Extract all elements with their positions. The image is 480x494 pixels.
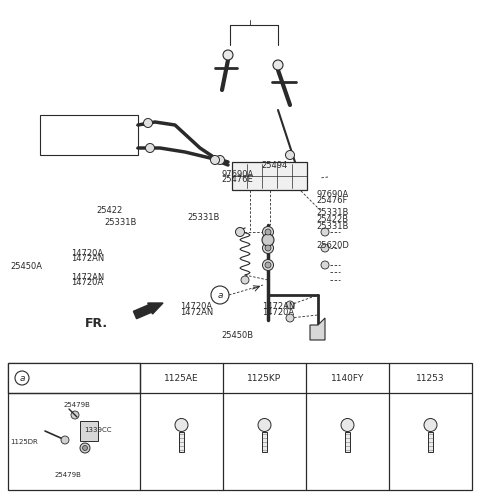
Text: 14720A: 14720A bbox=[71, 278, 103, 287]
Circle shape bbox=[262, 234, 274, 246]
Circle shape bbox=[71, 411, 79, 419]
Bar bbox=[8, 363, 472, 490]
FancyArrow shape bbox=[133, 303, 163, 319]
Circle shape bbox=[263, 243, 274, 253]
Text: 1472AN: 1472AN bbox=[71, 254, 104, 263]
Circle shape bbox=[273, 60, 283, 70]
Circle shape bbox=[211, 156, 219, 165]
Text: 1472AN: 1472AN bbox=[180, 308, 213, 317]
Text: 25494: 25494 bbox=[262, 161, 288, 170]
Circle shape bbox=[80, 443, 90, 453]
Circle shape bbox=[211, 286, 229, 304]
Bar bbox=[8, 363, 140, 393]
Circle shape bbox=[236, 228, 244, 237]
Circle shape bbox=[223, 50, 233, 60]
Text: 25331B: 25331B bbox=[105, 218, 137, 227]
Text: 25450A: 25450A bbox=[11, 262, 43, 271]
Text: 25422B: 25422B bbox=[317, 215, 349, 224]
Text: 1472AN: 1472AN bbox=[262, 302, 295, 311]
Bar bbox=[232, 162, 307, 190]
Circle shape bbox=[258, 418, 271, 431]
Circle shape bbox=[144, 119, 153, 127]
Circle shape bbox=[263, 227, 274, 238]
Bar bbox=[80, 421, 98, 441]
Text: 1125KP: 1125KP bbox=[247, 373, 282, 382]
Text: 1339CC: 1339CC bbox=[84, 427, 112, 433]
Circle shape bbox=[175, 418, 188, 431]
Text: 11253: 11253 bbox=[416, 373, 445, 382]
Text: 1472AN: 1472AN bbox=[71, 273, 104, 282]
Text: 25422: 25422 bbox=[96, 206, 122, 214]
Text: 25331B: 25331B bbox=[187, 213, 219, 222]
Text: 25450B: 25450B bbox=[222, 331, 253, 340]
Bar bbox=[428, 431, 433, 452]
Text: 25331B: 25331B bbox=[317, 207, 349, 216]
Text: 25331B: 25331B bbox=[317, 222, 349, 231]
Text: 25479B: 25479B bbox=[54, 472, 81, 479]
Circle shape bbox=[341, 418, 354, 431]
Text: 97690A: 97690A bbox=[317, 190, 349, 199]
Text: 25476F: 25476F bbox=[317, 196, 348, 205]
Bar bbox=[179, 431, 184, 452]
Bar bbox=[262, 431, 267, 452]
Circle shape bbox=[61, 436, 69, 444]
Text: a: a bbox=[217, 290, 223, 299]
Circle shape bbox=[286, 151, 295, 160]
Circle shape bbox=[321, 228, 329, 236]
Bar bbox=[40, 115, 138, 155]
Text: 1125DR: 1125DR bbox=[11, 439, 38, 445]
Text: 97690A: 97690A bbox=[222, 170, 254, 179]
Circle shape bbox=[263, 259, 274, 271]
Text: 1125AE: 1125AE bbox=[164, 373, 199, 382]
Text: 14720A: 14720A bbox=[71, 248, 103, 257]
Circle shape bbox=[15, 371, 29, 385]
Circle shape bbox=[145, 143, 155, 153]
Circle shape bbox=[321, 244, 329, 252]
Text: 14720A: 14720A bbox=[180, 302, 212, 311]
Polygon shape bbox=[310, 318, 325, 340]
Circle shape bbox=[216, 156, 225, 165]
Circle shape bbox=[286, 301, 294, 309]
Circle shape bbox=[424, 418, 437, 431]
Text: a: a bbox=[19, 373, 25, 382]
Text: 25620D: 25620D bbox=[317, 241, 349, 249]
Circle shape bbox=[286, 314, 294, 322]
Text: 14720A: 14720A bbox=[262, 308, 294, 317]
Text: FR.: FR. bbox=[85, 317, 108, 329]
Circle shape bbox=[321, 261, 329, 269]
Circle shape bbox=[83, 446, 87, 451]
Circle shape bbox=[265, 262, 271, 268]
Circle shape bbox=[241, 276, 249, 284]
Bar bbox=[345, 431, 350, 452]
Text: 25479B: 25479B bbox=[63, 402, 90, 408]
Circle shape bbox=[265, 245, 271, 251]
Circle shape bbox=[265, 229, 271, 235]
Text: 1140FY: 1140FY bbox=[331, 373, 364, 382]
Text: 25476E: 25476E bbox=[222, 175, 253, 184]
